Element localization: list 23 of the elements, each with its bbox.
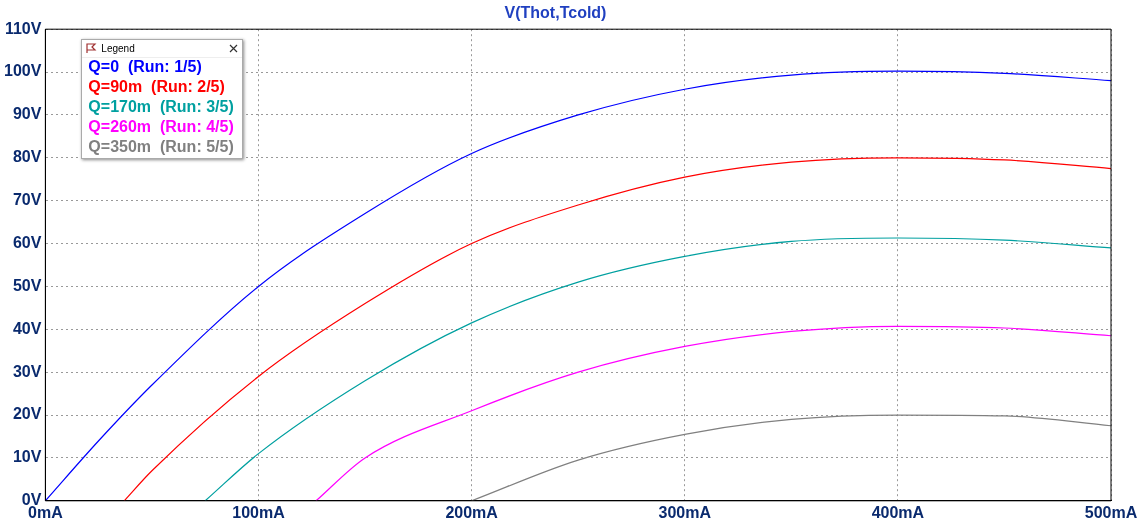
text: Q=260m (Run: 4/5) [87, 118, 235, 138]
y-tick-label: 40V [12, 319, 42, 337]
x-tick-label: 100mA [232, 503, 286, 521]
y-tick-label: 110V [4, 19, 42, 37]
text: Q=0 (Run: 1/5) [87, 58, 203, 78]
chart-title: V(Thot,Tcold) [504, 4, 607, 22]
text: Q=350m (Run: 5/5) [87, 138, 235, 158]
text: Q=170m (Run: 3/5) [87, 98, 235, 118]
legend-title: Legend [101, 43, 135, 55]
y-tick-label: 20V [12, 405, 42, 423]
y-tick-label: 60V [12, 233, 42, 251]
text: Q=90m (Run: 2/5) [87, 78, 226, 98]
y-tick-label: 80V [12, 148, 42, 166]
y-tick-label: 70V [12, 191, 42, 209]
x-tick-label: 300mA [658, 503, 712, 521]
x-tick-label: 200mA [445, 503, 499, 521]
y-tick-label: 50V [12, 276, 42, 294]
x-tick-label: 400mA [871, 503, 925, 521]
y-tick-label: 90V [12, 105, 42, 123]
y-tick-label: 10V [12, 448, 42, 466]
y-tick-label: 30V [12, 362, 42, 380]
y-tick-label: 100V [3, 62, 42, 80]
x-tick-label: 500mA [1084, 503, 1138, 521]
